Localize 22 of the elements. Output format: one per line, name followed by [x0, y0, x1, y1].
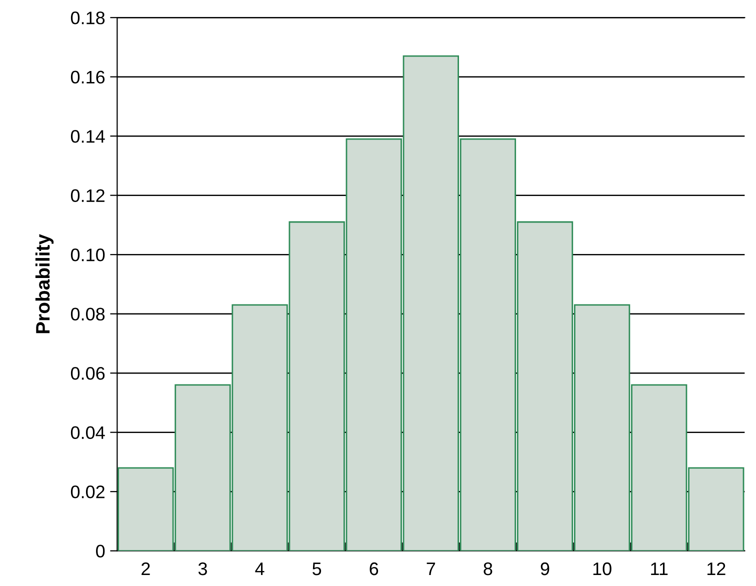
x-tick-label: 6 [370, 562, 378, 576]
y-tick-label: 0 [96, 544, 105, 558]
y-axis-title: Probability [35, 234, 54, 334]
y-tick-label: 0.02 [70, 486, 104, 498]
x-tick-label: 5 [312, 562, 322, 576]
y-tick-label: 0.14 [70, 130, 105, 143]
x-tick-label: 7 [426, 562, 436, 576]
y-tick-label: 0.04 [70, 426, 105, 440]
y-tick-label: 0.12 [70, 189, 104, 202]
x-tick-label: 2 [142, 562, 150, 576]
x-tick-label: 3 [198, 562, 207, 576]
x-tick-label: 11 [651, 562, 668, 576]
y-tick-label: 0.06 [70, 367, 105, 380]
x-tick-label: 12 [707, 562, 726, 576]
x-tick-label: 4 [255, 562, 264, 576]
x-tick-label: 9 [540, 562, 550, 576]
x-tick-label: 8 [484, 562, 492, 576]
y-tick-label: 0.08 [70, 308, 105, 321]
y-tick-label: 0.18 [70, 12, 105, 24]
y-tick-label: 0.10 [70, 248, 105, 262]
y-tick-label: 0.16 [70, 70, 105, 84]
x-tick-label: 10 [593, 562, 612, 576]
